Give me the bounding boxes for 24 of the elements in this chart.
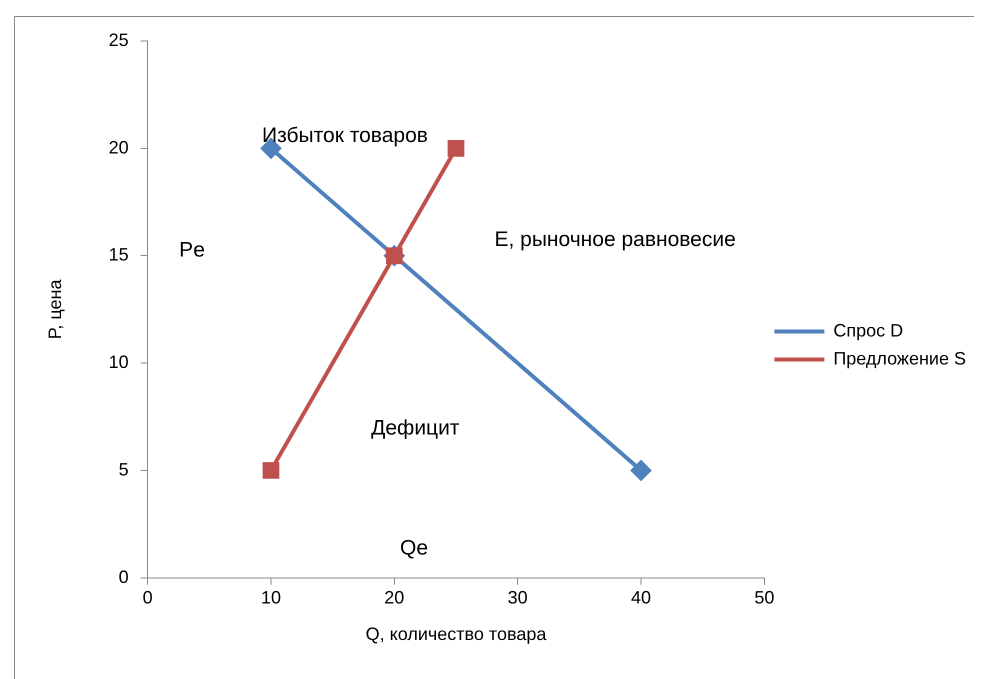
x-tick-label: 40 bbox=[630, 588, 652, 608]
x-tick-label: 0 bbox=[142, 588, 153, 608]
annotation: Pe bbox=[179, 238, 205, 262]
annotation: Дефицит bbox=[371, 416, 460, 440]
point bbox=[631, 460, 652, 480]
annotation: E, рыночное равновесие bbox=[494, 228, 736, 251]
x-axis-title: Q, количество товара bbox=[366, 624, 548, 644]
y-tick-label: 25 bbox=[108, 30, 129, 50]
y-tick-label: 0 bbox=[118, 566, 129, 587]
y-tick-label: 15 bbox=[108, 244, 129, 265]
annotation: Qe bbox=[400, 536, 428, 560]
annotation: Избыток товаров bbox=[262, 124, 428, 147]
legend-label: Предложение S bbox=[833, 348, 966, 368]
y-axis-title: P, цена bbox=[44, 278, 65, 340]
y-tick-label: 5 bbox=[118, 459, 129, 480]
x-tick-label: 50 bbox=[754, 588, 774, 608]
point bbox=[448, 140, 464, 157]
legend-label: Спрос D bbox=[833, 320, 904, 340]
x-tick-label: 20 bbox=[384, 588, 404, 608]
y-tick-label: 10 bbox=[108, 352, 129, 372]
x-tick-label: 10 bbox=[260, 588, 281, 608]
x-tick-label: 30 bbox=[508, 588, 528, 608]
y-tick-label: 20 bbox=[108, 137, 129, 158]
point bbox=[262, 462, 280, 479]
